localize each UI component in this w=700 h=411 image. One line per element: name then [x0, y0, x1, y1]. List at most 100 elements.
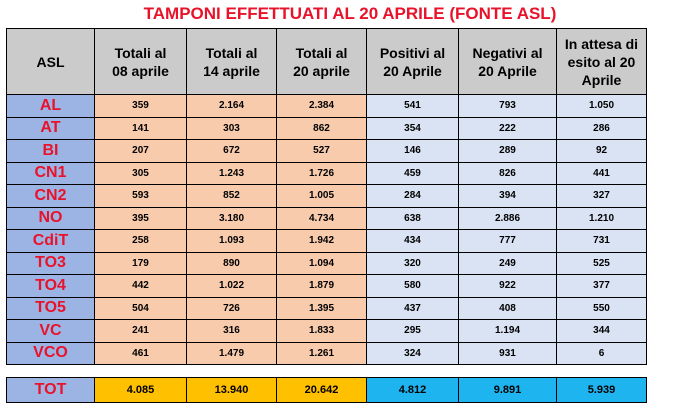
column-header-line: ASL — [36, 53, 65, 70]
value-cell: 1.833 — [276, 319, 367, 343]
total-value-cell: 20.642 — [276, 377, 367, 403]
value-cell: 793 — [458, 94, 557, 118]
table-row: VCO 461 1.479 1.261 324 931 6 — [6, 341, 647, 365]
value-cell: 726 — [186, 296, 277, 320]
value-cell: 92 — [556, 139, 647, 163]
asl-cell: TO5 — [6, 296, 95, 320]
column-header-line: Totali al — [205, 44, 258, 61]
value-cell: 1.194 — [458, 319, 557, 343]
table-row: CdiT 258 1.093 1.942 434 777 731 — [6, 229, 647, 253]
value-cell: 327 — [556, 184, 647, 208]
value-cell: 1.726 — [276, 161, 367, 185]
data-table: ASL Totali al 08 aprile Totali al 14 aprile T… — [6, 28, 647, 365]
asl-cell: TO3 — [6, 251, 95, 275]
value-cell: 1.050 — [556, 94, 647, 118]
column-header-line: 08 aprile — [112, 62, 169, 79]
value-cell: 408 — [458, 296, 557, 320]
value-cell: 1.479 — [186, 341, 277, 365]
value-cell: 442 — [94, 274, 187, 298]
value-cell: 1.879 — [276, 274, 367, 298]
table-row: TO3 179 890 1.094 320 249 525 — [6, 251, 647, 275]
value-cell: 434 — [366, 229, 459, 253]
value-cell: 394 — [458, 184, 557, 208]
table-row: NO 395 3.180 4.734 638 2.886 1.210 — [6, 206, 647, 230]
table-row: VC 241 316 1.833 295 1.194 344 — [6, 319, 647, 343]
value-cell: 441 — [556, 161, 647, 185]
value-cell: 2.384 — [276, 94, 367, 118]
value-cell: 179 — [94, 251, 187, 275]
value-cell: 525 — [556, 251, 647, 275]
table-row: BI 207 672 527 146 289 92 — [6, 139, 647, 163]
value-cell: 4.734 — [276, 206, 367, 230]
column-header-line: Totali al — [295, 44, 348, 61]
header-row: ASL Totali al 08 aprile Totali al 14 aprile T… — [6, 28, 647, 95]
total-label: TOT — [6, 377, 95, 403]
value-cell: 344 — [556, 319, 647, 343]
column-header-6: In attesa di esito al 20 Aprile — [556, 28, 647, 95]
value-cell: 289 — [458, 139, 557, 163]
asl-cell: CN2 — [6, 184, 95, 208]
column-header-line: Totali al — [114, 44, 167, 61]
value-cell: 320 — [366, 251, 459, 275]
value-cell: 207 — [94, 139, 187, 163]
value-cell: 1.022 — [186, 274, 277, 298]
column-header-2: Totali al 14 aprile — [186, 28, 277, 95]
asl-cell: VC — [6, 319, 95, 343]
table-row: CN2 593 852 1.005 284 394 327 — [6, 184, 647, 208]
value-cell: 146 — [366, 139, 459, 163]
value-cell: 377 — [556, 274, 647, 298]
value-cell: 249 — [458, 251, 557, 275]
total-table: TOT 4.085 13.940 20.642 4.812 9.891 5.939 — [6, 377, 647, 403]
total-value-cell: 9.891 — [458, 377, 557, 403]
total-value-cell: 5.939 — [556, 377, 647, 403]
value-cell: 258 — [94, 229, 187, 253]
value-cell: 826 — [458, 161, 557, 185]
value-cell: 1.005 — [276, 184, 367, 208]
column-header-line: Aprile — [581, 71, 622, 88]
column-header-0: ASL — [6, 28, 95, 95]
asl-cell: BI — [6, 139, 95, 163]
total-value-cell: 13.940 — [186, 377, 277, 403]
value-cell: 1.395 — [276, 296, 367, 320]
column-header-line: Positivi al — [379, 44, 446, 61]
value-cell: 922 — [458, 274, 557, 298]
value-cell: 890 — [186, 251, 277, 275]
total-value-cell: 4.085 — [94, 377, 187, 403]
value-cell: 2.164 — [186, 94, 277, 118]
value-cell: 3.180 — [186, 206, 277, 230]
asl-cell: TO4 — [6, 274, 95, 298]
value-cell: 1.243 — [186, 161, 277, 185]
column-header-line: 14 aprile — [203, 62, 260, 79]
table-row: CN1 305 1.243 1.726 459 826 441 — [6, 161, 647, 185]
value-cell: 550 — [556, 296, 647, 320]
column-header-1: Totali al 08 aprile — [94, 28, 187, 95]
value-cell: 638 — [366, 206, 459, 230]
column-header-4: Positivi al 20 Aprile — [366, 28, 459, 95]
value-cell: 6 — [556, 341, 647, 365]
value-cell: 295 — [366, 319, 459, 343]
value-cell: 527 — [276, 139, 367, 163]
value-cell: 593 — [94, 184, 187, 208]
value-cell: 1.094 — [276, 251, 367, 275]
total-value-cell: 4.812 — [366, 377, 459, 403]
value-cell: 580 — [366, 274, 459, 298]
value-cell: 359 — [94, 94, 187, 118]
table-row: AT 141 303 862 354 222 286 — [6, 116, 647, 140]
value-cell: 777 — [458, 229, 557, 253]
value-cell: 305 — [94, 161, 187, 185]
value-cell: 852 — [186, 184, 277, 208]
asl-cell: AL — [6, 94, 95, 118]
asl-cell: AT — [6, 116, 95, 140]
asl-cell: NO — [6, 206, 95, 230]
table-row: TO5 504 726 1.395 437 408 550 — [6, 296, 647, 320]
total-row: TOT 4.085 13.940 20.642 4.812 9.891 5.939 — [6, 377, 647, 403]
value-cell: 672 — [186, 139, 277, 163]
asl-cell: CN1 — [6, 161, 95, 185]
value-cell: 862 — [276, 116, 367, 140]
chart-title: TAMPONI EFFETTUATI AL 20 APRILE (FONTE A… — [143, 4, 557, 23]
value-cell: 284 — [366, 184, 459, 208]
table-row: AL 359 2.164 2.384 541 793 1.050 — [6, 94, 647, 118]
value-cell: 1.210 — [556, 206, 647, 230]
column-header-line: 20 aprile — [293, 62, 350, 79]
column-header-line: esito al 20 — [567, 53, 636, 70]
